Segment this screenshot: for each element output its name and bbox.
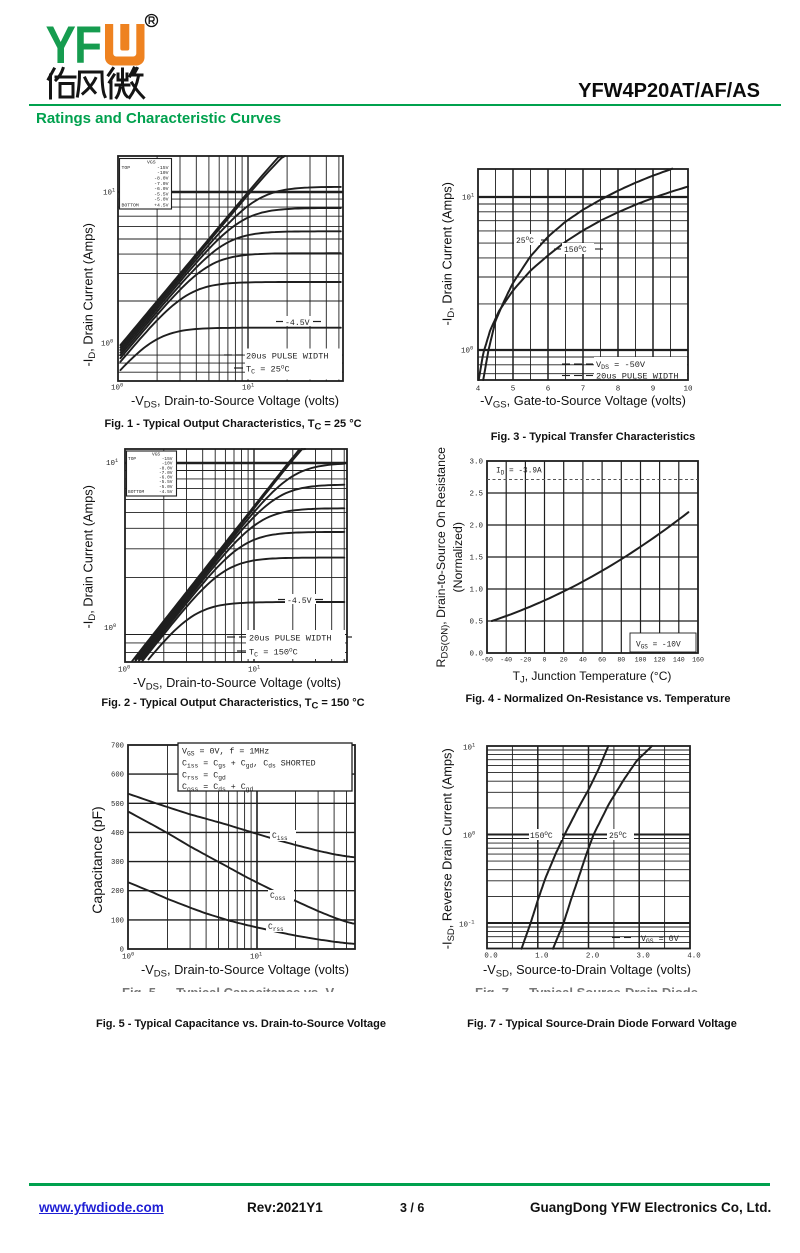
svg-text:100: 100: [111, 383, 123, 393]
svg-text:0.0: 0.0: [484, 953, 497, 961]
svg-text:VGS = 0V, f = 1MHz: VGS = 0V, f = 1MHz: [182, 747, 269, 758]
svg-text:0: 0: [120, 947, 124, 955]
svg-text:25OC: 25OC: [609, 830, 627, 841]
svg-text:10-1: 10-1: [459, 920, 475, 930]
svg-text:300: 300: [111, 859, 124, 867]
svg-text:-10V: -10V: [157, 170, 169, 176]
svg-text:20us PULSE WIDTH: 20us PULSE WIDTH: [596, 372, 679, 382]
svg-text:1.5: 1.5: [469, 555, 483, 563]
svg-text:9: 9: [651, 386, 656, 394]
svg-text:5: 5: [511, 386, 516, 394]
svg-text:20us PULSE WIDTH: 20us PULSE WIDTH: [249, 634, 332, 644]
svg-text:100: 100: [104, 623, 116, 633]
svg-text:3.0: 3.0: [469, 459, 483, 467]
svg-text:80: 80: [617, 657, 625, 664]
svg-text:100: 100: [118, 665, 130, 675]
svg-text:8: 8: [616, 386, 621, 394]
svg-text:25OC: 25OC: [516, 235, 534, 246]
svg-text:Crss = Cgd: Crss = Cgd: [182, 772, 226, 782]
svg-text:+4.5V: +4.5V: [154, 202, 169, 208]
svg-text:-4.5V: -4.5V: [287, 597, 312, 606]
svg-text:101: 101: [242, 383, 254, 393]
svg-text:600: 600: [111, 772, 124, 780]
svg-text:Coss = Cds + Cgd: Coss = Cds + Cgd: [182, 783, 254, 793]
svg-text:101: 101: [463, 743, 475, 753]
svg-text:TOP: TOP: [128, 456, 136, 462]
svg-text:Coss: Coss: [270, 892, 286, 902]
svg-text:400: 400: [111, 830, 124, 838]
svg-text:TC = 25oC: TC = 25oC: [246, 364, 290, 376]
svg-text:2.0: 2.0: [586, 953, 599, 961]
svg-text:VGS: VGS: [147, 160, 156, 166]
svg-text:1.0: 1.0: [469, 587, 483, 595]
svg-text:-6.0V: -6.0V: [154, 186, 169, 192]
svg-text:101: 101: [248, 665, 260, 675]
svg-text:VDS = -50V: VDS = -50V: [596, 360, 646, 371]
svg-text:0.5: 0.5: [469, 619, 483, 627]
svg-text:160: 160: [692, 657, 704, 664]
svg-text:BOTTOM: BOTTOM: [122, 202, 139, 208]
svg-text:100: 100: [635, 657, 647, 664]
svg-text:2.0: 2.0: [469, 523, 483, 531]
svg-text:-15V: -15V: [162, 456, 173, 462]
svg-text:140: 140: [673, 657, 685, 664]
svg-text:2.5: 2.5: [469, 491, 483, 499]
svg-text:1.0: 1.0: [535, 953, 548, 961]
svg-text:100: 100: [122, 952, 134, 962]
svg-text:100: 100: [111, 917, 124, 925]
svg-text:40: 40: [579, 657, 587, 664]
svg-text:60: 60: [598, 657, 606, 664]
svg-text:BOTTOM: BOTTOM: [128, 489, 145, 495]
svg-text:10: 10: [683, 386, 693, 394]
svg-text:500: 500: [111, 801, 124, 809]
svg-text:-8.0V: -8.0V: [159, 465, 173, 471]
svg-text:3.0: 3.0: [637, 953, 650, 961]
svg-text:20us PULSE WIDTH: 20us PULSE WIDTH: [246, 352, 329, 362]
svg-text:101: 101: [462, 193, 474, 203]
svg-text:0.0: 0.0: [469, 651, 483, 659]
svg-text:TOP: TOP: [122, 165, 131, 171]
svg-text:-5.5V: -5.5V: [159, 479, 173, 485]
svg-text:VGS = 0V: VGS = 0V: [641, 934, 679, 945]
svg-text:6: 6: [546, 386, 551, 394]
svg-text:-20: -20: [519, 657, 531, 664]
svg-text:Ciss = Cgs + Cgd, Cds SHORTED: Ciss = Cgs + Cgd, Cds SHORTED: [182, 760, 316, 770]
svg-text:150OC: 150OC: [530, 830, 553, 841]
svg-text:-4.5V: -4.5V: [285, 319, 310, 328]
svg-text:150OC: 150OC: [564, 244, 587, 255]
svg-text:101: 101: [103, 188, 115, 198]
svg-text:-15V: -15V: [157, 165, 169, 171]
svg-text:-4.5V: -4.5V: [159, 489, 173, 495]
svg-text:0: 0: [543, 657, 547, 664]
svg-text:VGS = -10V: VGS = -10V: [636, 642, 681, 651]
svg-text:100: 100: [461, 346, 473, 356]
svg-text:120: 120: [654, 657, 666, 664]
svg-text:Crss: Crss: [268, 923, 284, 933]
svg-text:-5.5V: -5.5V: [154, 191, 169, 197]
svg-text:7: 7: [581, 386, 586, 394]
svg-text:-5.0V: -5.0V: [154, 197, 169, 203]
svg-text:VGS: VGS: [152, 451, 160, 457]
svg-text:4: 4: [476, 386, 481, 394]
svg-text:4.0: 4.0: [687, 953, 700, 961]
svg-text:100: 100: [463, 831, 475, 841]
svg-text:YF: YF: [45, 16, 100, 75]
svg-text:-60: -60: [481, 657, 493, 664]
svg-text:ID = -3.9A: ID = -3.9A: [496, 468, 542, 477]
svg-text:101: 101: [106, 458, 118, 468]
svg-text:101: 101: [250, 952, 262, 962]
svg-text:700: 700: [111, 743, 124, 751]
svg-text:-7.0V: -7.0V: [159, 470, 173, 476]
svg-text:-10V: -10V: [162, 461, 173, 467]
svg-text:200: 200: [111, 888, 124, 896]
svg-text:100: 100: [101, 339, 113, 349]
svg-text:TC = 150oC: TC = 150oC: [249, 647, 298, 659]
svg-text:Ciss: Ciss: [272, 832, 288, 842]
svg-text:-6.0V: -6.0V: [159, 475, 173, 481]
svg-text:-7.0V: -7.0V: [154, 181, 169, 187]
svg-text:20: 20: [560, 657, 568, 664]
svg-text:-5.0V: -5.0V: [159, 484, 173, 490]
svg-text:-40: -40: [500, 657, 512, 664]
svg-text:-8.0V: -8.0V: [154, 176, 169, 182]
